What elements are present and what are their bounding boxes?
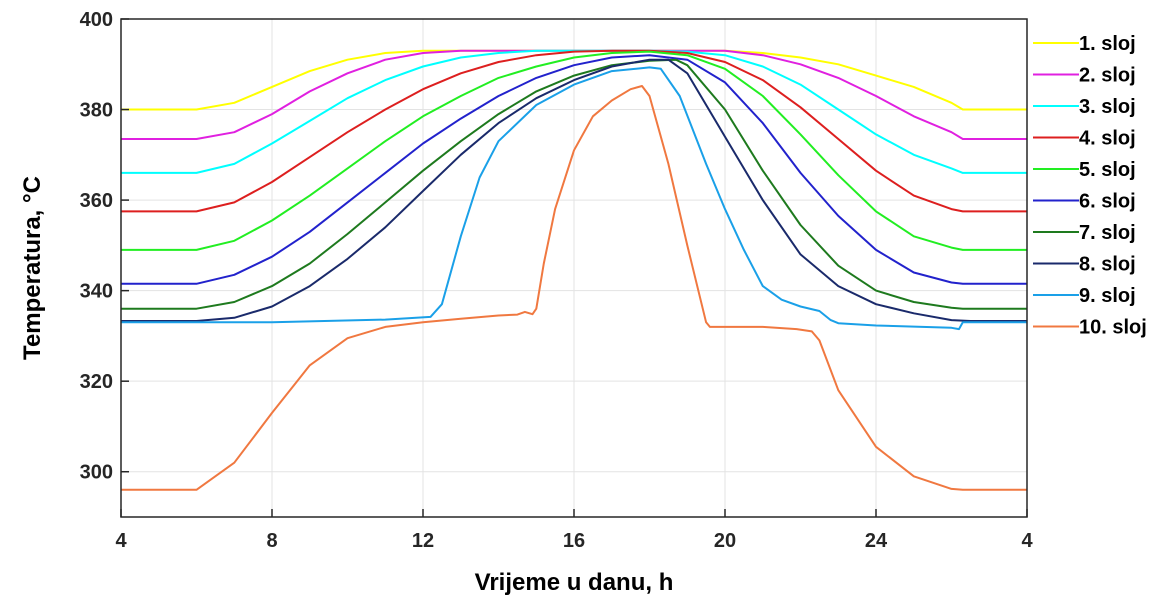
legend-label-6: 6. sloj: [1079, 191, 1136, 213]
series-line-10: [121, 85, 1027, 491]
y-tick-label: 400: [80, 9, 113, 31]
legend: 1. sloj 2. sloj 3. sloj 4. sloj 5. sloj 6. sl…: [1033, 33, 1147, 339]
y-tick-label: 360: [80, 190, 113, 212]
x-tick-label: 24: [865, 530, 888, 552]
y-tick-label: 340: [80, 281, 113, 303]
legend-label-1: 1. sloj: [1079, 33, 1136, 55]
x-tick-label: 12: [412, 530, 434, 552]
legend-label-3: 3. sloj: [1079, 96, 1136, 118]
series-lines: [121, 49, 1027, 491]
x-tick-label: 20: [714, 530, 736, 552]
x-tick-label: 4: [115, 530, 127, 552]
series-line-4: [121, 49, 1027, 213]
series-line-6: [121, 54, 1027, 285]
x-tick-label: 16: [563, 530, 585, 552]
y-tick-label: 380: [80, 100, 113, 122]
series-line-8: [121, 58, 1027, 322]
y-axis-label: Temperatura, °C: [19, 176, 46, 360]
x-tick-label: 8: [266, 530, 277, 552]
legend-label-7: 7. sloj: [1079, 222, 1136, 244]
legend-label-9: 9. sloj: [1079, 285, 1136, 307]
y-tick-label: 320: [80, 371, 113, 393]
y-tick-label: 300: [80, 462, 113, 484]
legend-label-2: 2. sloj: [1079, 65, 1136, 87]
series-line-7: [121, 58, 1027, 310]
legend-label-4: 4. sloj: [1079, 128, 1136, 150]
legend-label-8: 8. sloj: [1079, 254, 1136, 276]
legend-label-10: 10. sloj: [1079, 317, 1147, 339]
x-axis-label: Vrijeme u danu, h: [475, 569, 674, 596]
x-tick-label: 4: [1021, 530, 1033, 552]
axis-ticks: 4 8 12 16 20 24 4 300 320 340 360 380 400: [80, 9, 1034, 552]
legend-label-5: 5. sloj: [1079, 159, 1136, 181]
series-line-5: [121, 50, 1027, 251]
series-line-9: [121, 66, 1027, 331]
